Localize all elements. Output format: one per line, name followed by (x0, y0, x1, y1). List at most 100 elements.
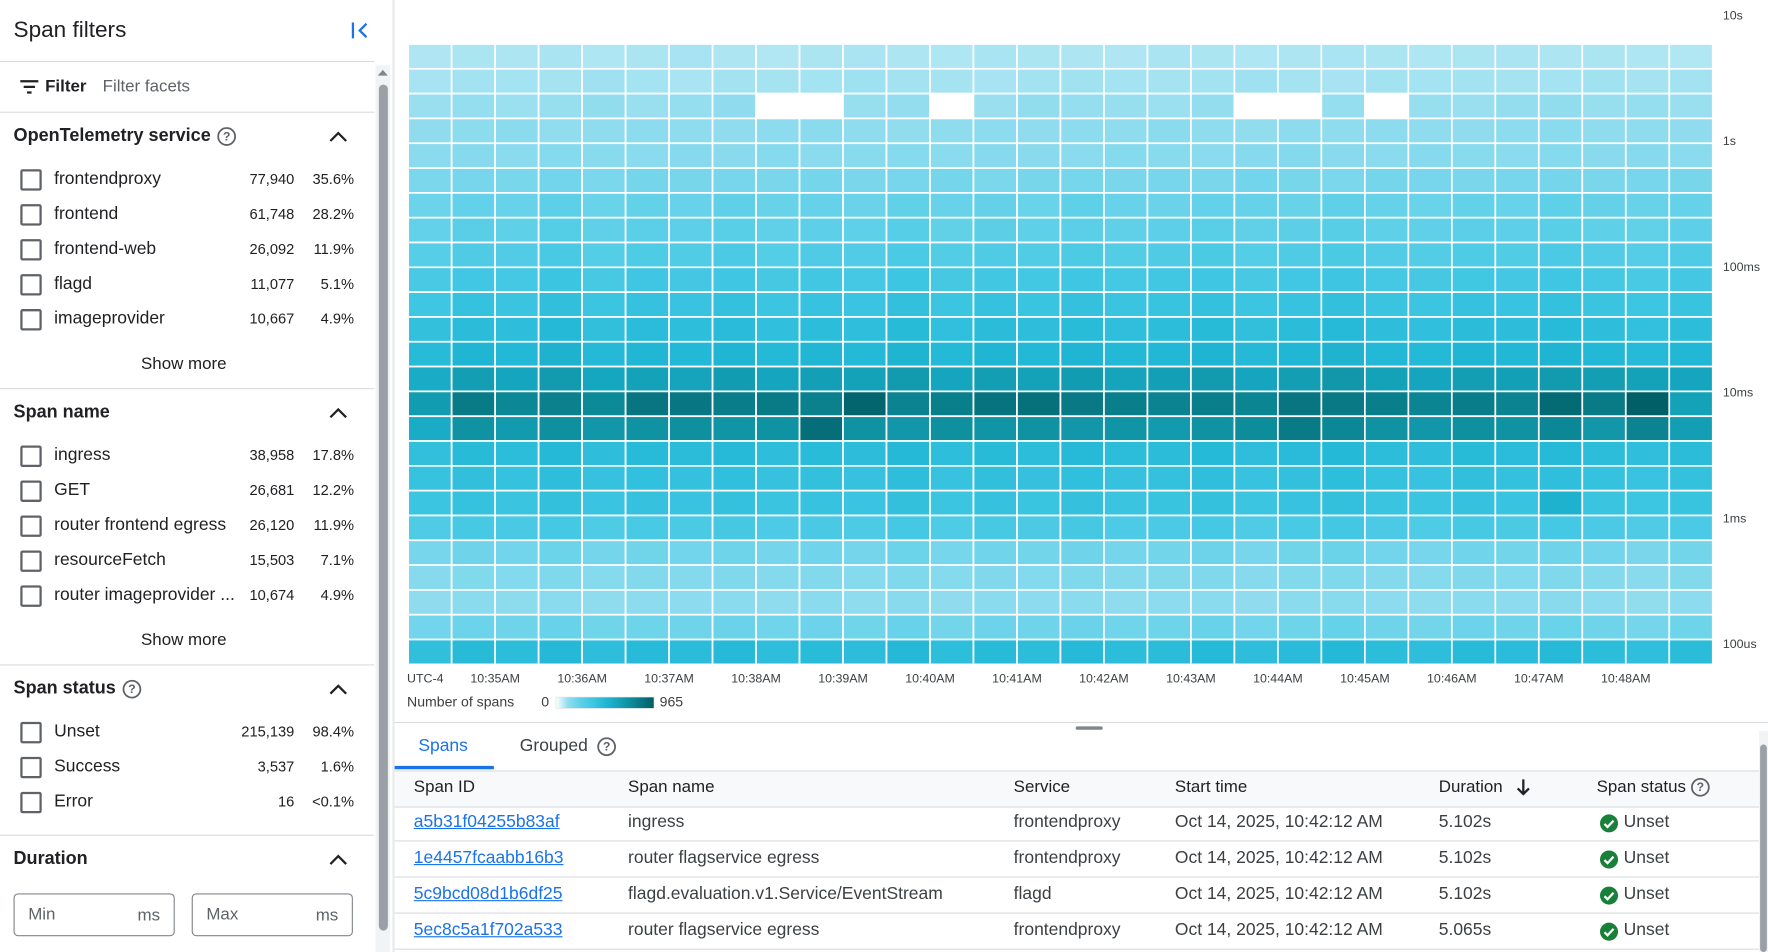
cell: 5.065s (1438, 920, 1492, 940)
facet-label[interactable]: flagd (54, 274, 93, 294)
checkbox[interactable] (20, 445, 42, 467)
show-more[interactable]: Show more (141, 354, 227, 374)
collapse-section[interactable] (328, 682, 348, 696)
facet-label[interactable]: imageprovider (54, 309, 165, 329)
heatmap-cell (1190, 589, 1236, 616)
checkbox[interactable] (20, 515, 42, 537)
collapse-section[interactable] (328, 130, 348, 144)
facet-label[interactable]: Success (54, 756, 121, 777)
scroll-up[interactable] (377, 68, 389, 77)
heatmap-cell (1190, 489, 1236, 517)
heatmap-cell (537, 440, 583, 467)
checkbox[interactable] (20, 585, 42, 607)
heatmap-cell (1537, 415, 1584, 442)
heatmap-cell (450, 415, 496, 442)
heatmap-cell (494, 465, 540, 492)
heatmap-cell (668, 489, 714, 517)
checkbox[interactable] (20, 791, 42, 814)
divider (0, 388, 375, 390)
collapse-section[interactable] (328, 853, 348, 867)
heatmap-cell (885, 316, 931, 343)
row-divider (394, 912, 1759, 914)
checkbox[interactable] (20, 550, 42, 572)
heatmap-cell (1537, 440, 1584, 467)
column-header[interactable]: Duration (1438, 777, 1503, 797)
checkbox[interactable] (20, 204, 42, 226)
checkbox[interactable] (20, 169, 42, 191)
table-scrollbar-thumb[interactable] (1760, 744, 1767, 952)
heatmap-cell (494, 514, 540, 542)
filter-label[interactable]: Filter (45, 76, 87, 96)
span-id[interactable]: 5ec8c5a1f702a533 (413, 920, 563, 940)
filter-input[interactable]: Filter facets (102, 76, 191, 96)
facet-label[interactable]: ingress (54, 445, 111, 465)
span-id[interactable]: a5b31f04255b83af (413, 812, 560, 832)
input-placeholder[interactable]: Min (28, 904, 56, 924)
heatmap-cell (624, 489, 670, 517)
checkbox[interactable] (20, 309, 42, 331)
checkbox[interactable] (20, 274, 42, 296)
facet-label[interactable]: frontendproxy (54, 169, 161, 189)
checkbox[interactable] (20, 756, 42, 779)
heatmap-cell (1581, 92, 1627, 120)
span-id-link[interactable]: a5b31f04255b83af (414, 811, 560, 834)
help-icon[interactable]: ? (121, 678, 144, 701)
show-more[interactable]: Show more (141, 630, 227, 650)
span-id[interactable]: 1e4457fcaabb16b3 (413, 848, 564, 868)
heatmap-cell (1624, 67, 1671, 95)
facet-label[interactable]: frontend (54, 204, 119, 224)
facet-label[interactable]: frontend-web (54, 239, 157, 259)
column-header[interactable]: Start time (1174, 777, 1248, 797)
heatmap-cell (885, 291, 931, 318)
sort-icon[interactable] (1514, 777, 1532, 797)
heatmap-cell (842, 489, 888, 517)
duration-input[interactable] (191, 893, 353, 937)
duration-input[interactable] (13, 893, 175, 937)
heatmap-cell (494, 266, 540, 293)
column-header[interactable]: Service (1013, 777, 1071, 797)
facet-label[interactable]: Unset (54, 721, 100, 742)
span-id-link[interactable]: 5ec8c5a1f702a533 (414, 919, 563, 942)
heatmap-cell (1364, 167, 1410, 194)
collapse-section[interactable] (328, 406, 348, 420)
heatmap-cell (537, 192, 583, 219)
help-icon[interactable]: ? (215, 125, 238, 148)
help-icon[interactable]: ? (1689, 776, 1712, 799)
resize-handle[interactable] (1075, 726, 1103, 730)
help-icon[interactable]: ? (595, 735, 618, 758)
heatmap-cell (972, 167, 1018, 194)
heatmap-cell (1146, 365, 1192, 393)
heatmap-cell (842, 142, 888, 169)
facet-label[interactable]: GET (54, 480, 91, 500)
column-header[interactable]: Span ID (413, 777, 475, 797)
column-header[interactable]: Span status (1596, 777, 1686, 797)
heatmap-cell (494, 390, 540, 418)
input-placeholder[interactable]: Max (206, 904, 239, 924)
tab[interactable]: Grouped (519, 736, 588, 756)
checkbox[interactable] (20, 721, 42, 744)
checkbox[interactable] (20, 239, 42, 261)
scrollbar-thumb[interactable] (378, 84, 388, 931)
heatmap-cell (1016, 489, 1062, 517)
facet-label[interactable]: router imageprovider ... (54, 585, 235, 605)
span-id-link[interactable]: 1e4457fcaabb16b3 (414, 847, 564, 870)
heatmap-cell (494, 589, 540, 616)
column-header[interactable]: Span name (628, 777, 715, 797)
checkbox[interactable] (20, 480, 42, 502)
heatmap-cell (1320, 613, 1366, 641)
heatmap-cell (929, 440, 975, 467)
svg-text:?: ? (128, 682, 136, 696)
span-id[interactable]: 5c9bcd08d1b6df25 (413, 884, 563, 904)
heatmap-cell (1581, 167, 1627, 194)
facet-label[interactable]: Error (54, 791, 93, 812)
tab[interactable]: Spans (418, 736, 468, 756)
heatmap-cell (1190, 390, 1236, 418)
heatmap-cell (1450, 440, 1497, 467)
heatmap-cell (494, 43, 540, 70)
span-id-link[interactable]: 5c9bcd08d1b6df25 (414, 883, 563, 906)
heatmap-cell (885, 613, 931, 641)
collapse-button[interactable] (347, 18, 372, 43)
facet-label[interactable]: resourceFetch (54, 550, 166, 570)
heatmap-cell (1624, 167, 1671, 194)
facet-label[interactable]: router frontend egress (54, 515, 227, 535)
